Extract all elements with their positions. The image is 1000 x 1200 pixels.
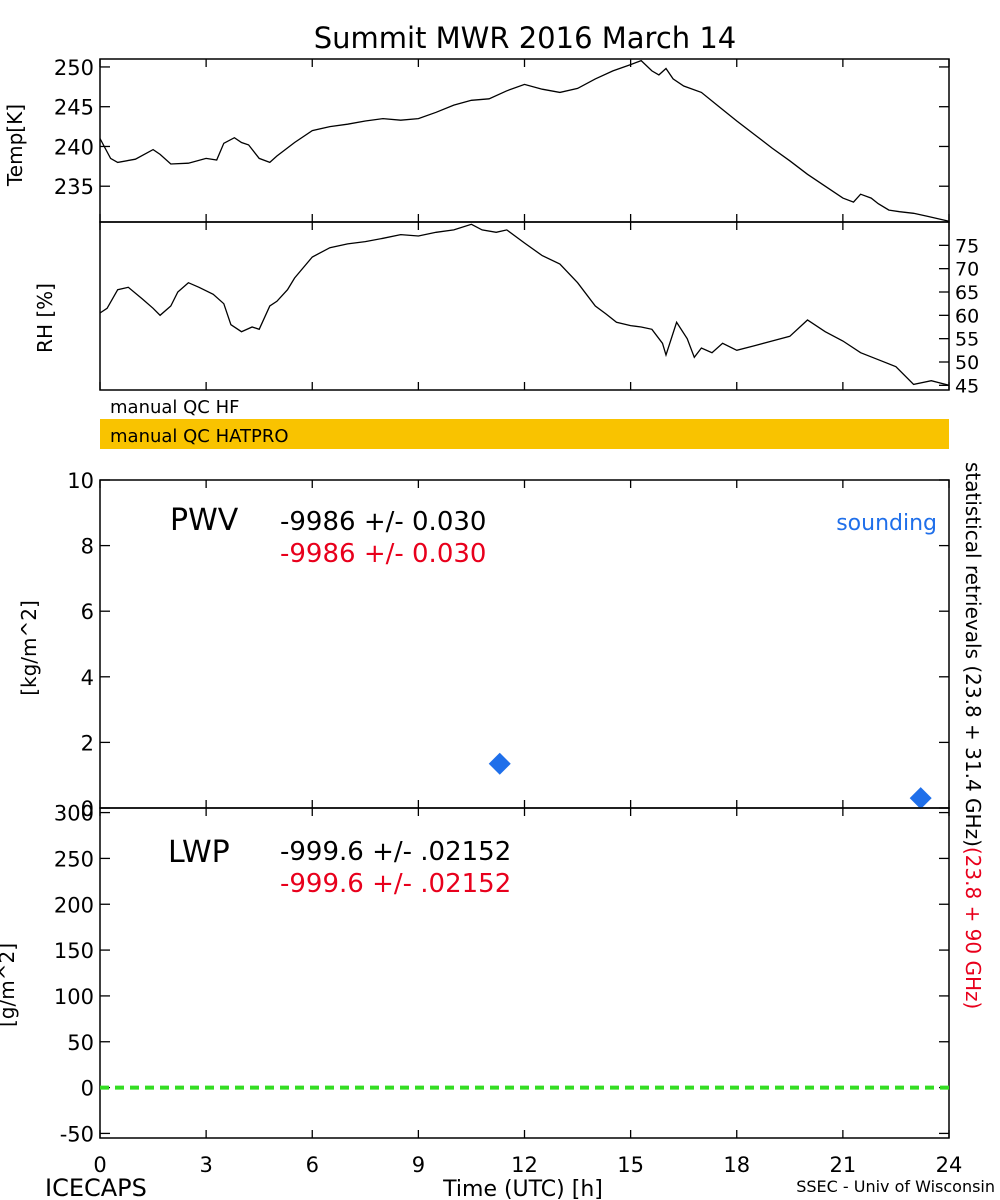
x-axis-ticks: 0 3 6 9 12 15 18 21 24 [93, 59, 962, 1177]
pwv-ytick-label: 4 [81, 666, 94, 690]
lwp-y-ticks: -50 0 50 100 150 200 250 300 [54, 802, 949, 1146]
rh-ytick-label: 70 [955, 259, 979, 281]
rh-ytick-label: 60 [955, 305, 979, 327]
rh-y-label: RH [%] [33, 283, 57, 353]
lwp-ytick-label: 150 [54, 939, 94, 963]
pwv-label: PWV [170, 503, 239, 538]
lwp-label: LWP [168, 835, 230, 870]
temp-panel: 235 240 245 250 Temp[K] [3, 56, 950, 223]
lwp-ytick-label: 100 [54, 985, 94, 1009]
lwp-value-black: -999.6 +/- .02152 [280, 837, 511, 867]
qc-hf-label: manual QC HF [110, 397, 239, 418]
rh-ytick-label: 75 [955, 235, 979, 257]
x-tick-label: 6 [306, 1153, 319, 1177]
lwp-panel: -50 0 50 100 150 200 250 300 LWP -999.6 +/- .02… [0, 802, 950, 1146]
footer-right: SSEC - Univ of Wisconsin [796, 1177, 995, 1196]
temp-y-label: Temp[K] [3, 104, 27, 187]
x-tick-label: 21 [830, 1153, 857, 1177]
lwp-ytick-label: -50 [60, 1122, 94, 1146]
lwp-ytick-label: 50 [67, 1031, 94, 1055]
right-label-black: statistical retrievals (23.8 + 31.4 GHz) [961, 462, 985, 847]
temp-ytick-label: 235 [54, 175, 94, 199]
pwv-ytick-label: 10 [67, 469, 94, 493]
footer-left: ICECAPS [45, 1174, 147, 1200]
lwp-ytick-label: 0 [81, 1077, 94, 1101]
rh-ytick-label: 50 [955, 352, 979, 374]
pwv-y-ticks: 0 2 4 6 8 10 [67, 469, 949, 821]
footer-center: Time (UTC) [h] [442, 1177, 603, 1200]
pwv-sounding-point [909, 787, 932, 810]
qc-hatpro-bar [100, 419, 949, 449]
rh-plot-frame [99, 221, 950, 391]
pwv-sounding-points [488, 752, 932, 810]
temp-series-line [99, 59, 950, 222]
rh-series-line [99, 223, 950, 386]
x-tick-label: 12 [511, 1153, 538, 1177]
pwv-ytick-label: 2 [81, 731, 94, 755]
rh-ytick-label: 45 [955, 375, 979, 397]
lwp-ytick-label: 300 [54, 802, 94, 826]
x-tick-label: 0 [93, 1153, 106, 1177]
right-side-labels: statistical retrievals (23.8 + 31.4 GHz)… [961, 462, 985, 1009]
lwp-value-red: -999.6 +/- .02152 [280, 869, 511, 899]
pwv-value-black: -9986 +/- 0.030 [280, 507, 486, 537]
lwp-y-label: [g/m^2] [0, 943, 19, 1027]
temp-plot-frame [99, 58, 950, 223]
temp-y-ticks: 235 240 245 250 [54, 56, 949, 199]
lwp-ytick-label: 200 [54, 893, 94, 917]
x-tick-label: 24 [936, 1153, 963, 1177]
sounding-legend: sounding [836, 511, 937, 536]
pwv-sounding-point [488, 752, 511, 775]
rh-ytick-label: 65 [955, 282, 979, 304]
x-tick-label: 15 [617, 1153, 644, 1177]
pwv-value-red: -9986 +/- 0.030 [280, 539, 486, 569]
pwv-y-label: [kg/m^2] [17, 600, 41, 696]
qc-hatpro-label: manual QC HATPRO [110, 426, 289, 447]
svg-text:statistical retrievals (23.8 +: statistical retrievals (23.8 + 31.4 GHz)… [961, 462, 985, 1009]
pwv-ytick-label: 8 [81, 535, 94, 559]
temp-ytick-label: 250 [54, 56, 94, 80]
temp-ytick-label: 240 [54, 135, 94, 159]
rh-ytick-label: 55 [955, 329, 979, 351]
figure-title: Summit MWR 2016 March 14 [314, 21, 737, 55]
pwv-panel: 0 2 4 6 8 10 PWV -9986 +/- 0.030 -9986 +/- 0.… [17, 469, 950, 821]
pwv-ytick-label: 0 [81, 797, 94, 821]
x-tick-label: 3 [199, 1153, 212, 1177]
pwv-ytick-label: 6 [81, 600, 94, 624]
temp-ytick-label: 245 [54, 96, 94, 120]
right-label-red: (23.8 + 90 GHz) [961, 847, 985, 1009]
lwp-ytick-label: 250 [54, 847, 94, 871]
x-tick-label: 9 [412, 1153, 425, 1177]
qc-bars: manual QC HF manual QC HATPRO [100, 397, 949, 449]
x-tick-label: 18 [723, 1153, 750, 1177]
